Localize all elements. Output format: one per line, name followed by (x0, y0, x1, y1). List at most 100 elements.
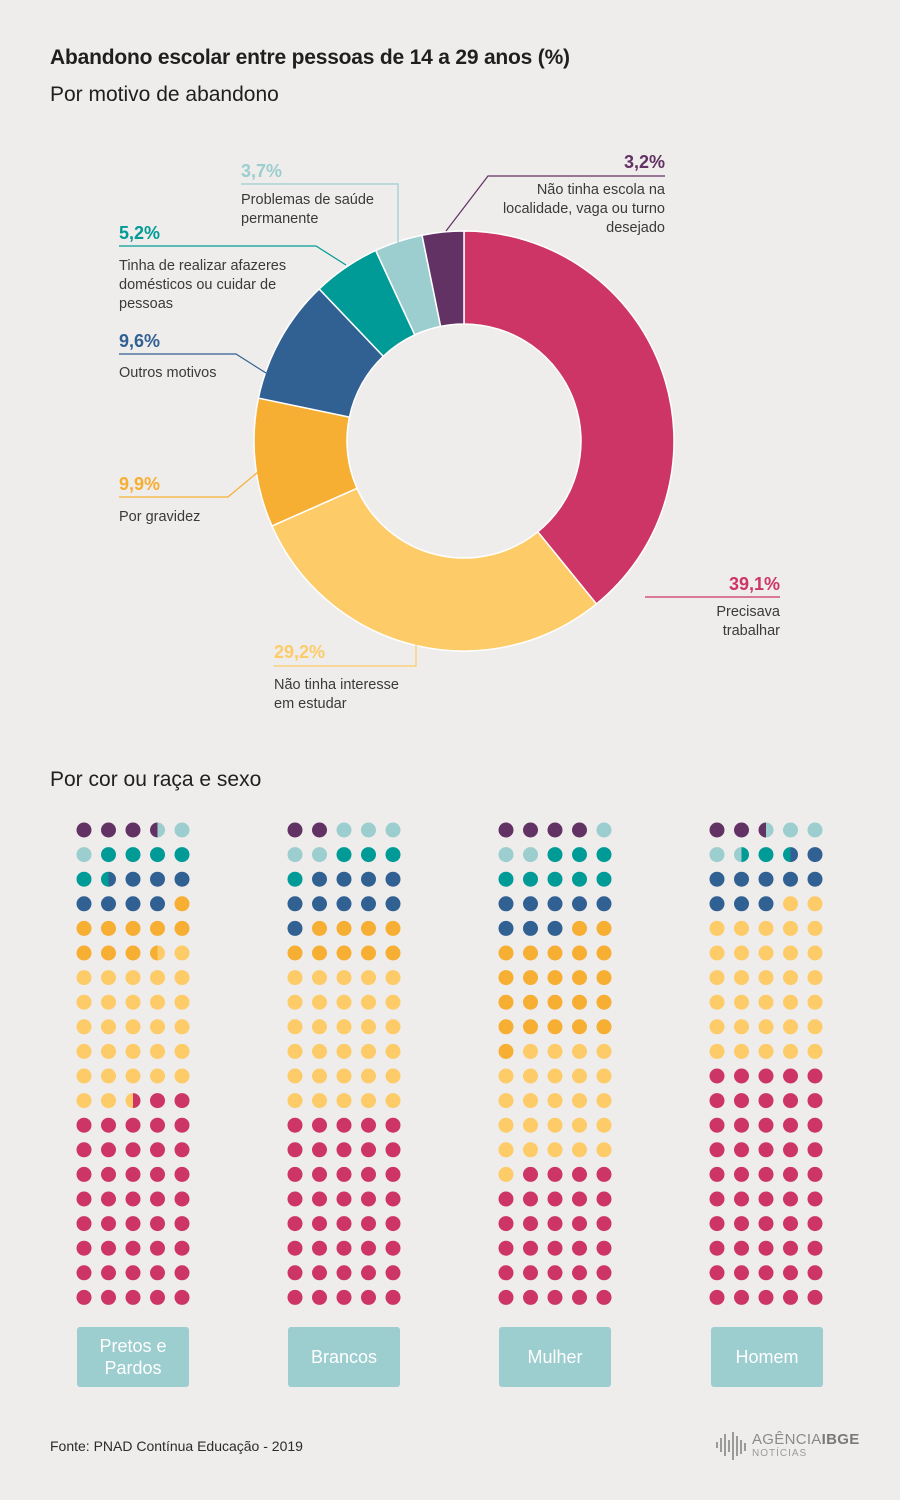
waffle-dot-saude (287, 847, 303, 863)
waffle-dot-interesse (758, 920, 774, 936)
waffle-dot-trabalhar (125, 1117, 141, 1133)
waffle-dot-saude (385, 822, 401, 838)
waffle-dot-outros (807, 871, 823, 887)
waffle-dot-outros (523, 920, 538, 936)
waffle-dot-interesse (174, 945, 190, 961)
waffle-dot-trabalhar (596, 1289, 612, 1305)
waffle-dot-interesse (734, 1019, 749, 1035)
waffle-dot-trabalhar (547, 1265, 563, 1281)
waffle-dot-interesse (287, 1068, 303, 1084)
waffle-dot-half-escola (150, 822, 158, 838)
logo-text-bottom: NOTÍCIAS (752, 1448, 808, 1459)
waffle-dot-trabalhar (174, 1216, 190, 1232)
waffle-dot-interesse (734, 945, 749, 961)
waffle-dot-saude (361, 822, 376, 838)
desc-label-escola: Não tinha escola na (537, 182, 666, 198)
waffle-dot-trabalhar (336, 1216, 352, 1232)
waffle-dot-outros (361, 871, 376, 887)
waffle-dot-trabalhar (758, 1093, 774, 1109)
waffle-dot-half-saude (734, 847, 742, 863)
waffle-dot-trabalhar (547, 1166, 563, 1182)
waffle-dot-interesse (709, 970, 725, 986)
waffle-dot-gravidez (498, 970, 514, 986)
waffle-dot-interesse (174, 970, 190, 986)
waffle-dot-interesse (287, 1093, 303, 1109)
waffle-dot-interesse (547, 1068, 563, 1084)
waffle-dot-gravidez (596, 1019, 612, 1035)
waffle-dot-trabalhar (734, 1142, 749, 1158)
waffle-dot-trabalhar (385, 1265, 401, 1281)
waffle-dot-interesse (76, 1093, 92, 1109)
desc-label-trabalhar: Precisava (716, 604, 781, 620)
waffle-dot-trabalhar (101, 1191, 116, 1207)
pct-label-trabalhar: 39,1% (729, 574, 780, 594)
waffle-dot-gravidez (385, 920, 401, 936)
waffle-dot-trabalhar (361, 1191, 376, 1207)
waffle-dot-afazeres (125, 847, 141, 863)
waffle-dot-trabalhar (807, 1166, 823, 1182)
waffle-dot-afazeres (547, 847, 563, 863)
waffle-dot-half-afazeres (741, 847, 749, 863)
waffle-dot-gravidez (523, 994, 538, 1010)
waffle-dot-interesse (101, 1019, 116, 1035)
waffle-dot-trabalhar (125, 1240, 141, 1256)
waffle-dot-gravidez (572, 994, 587, 1010)
waffle-dot-trabalhar (758, 1117, 774, 1133)
waffle-dot-gravidez (523, 970, 538, 986)
waffle-dot-outros (312, 896, 327, 912)
waffle-dot-interesse (758, 970, 774, 986)
desc-label-trabalhar: trabalhar (723, 623, 780, 639)
waffle-dot-interesse (312, 1019, 327, 1035)
waffle-dot-interesse (312, 1068, 327, 1084)
leader-line-saude (241, 183, 399, 243)
waffle-dot-escola (125, 822, 141, 838)
waffle-dot-half-saude (766, 822, 774, 838)
waffle-dot-trabalhar (572, 1191, 587, 1207)
waffle-dot-trabalhar (125, 1166, 141, 1182)
waffle-dot-outros (174, 871, 190, 887)
waffle-dot-interesse (101, 1068, 116, 1084)
waffle-dot-outros (547, 920, 563, 936)
waffle-dot-trabalhar (361, 1166, 376, 1182)
waffle-dot-trabalhar (498, 1289, 514, 1305)
waffle-dot-interesse (498, 1093, 514, 1109)
waffle-dot-trabalhar (385, 1191, 401, 1207)
waffle-dot-afazeres (547, 871, 563, 887)
waffle-dot-interesse (76, 994, 92, 1010)
waffle-dot-trabalhar (361, 1216, 376, 1232)
waffle-dot-outros (783, 871, 798, 887)
waffle-dot-trabalhar (596, 1191, 612, 1207)
waffle-dot-trabalhar (361, 1289, 376, 1305)
waffle-dot-trabalhar (547, 1289, 563, 1305)
waffle-dot-escola (709, 822, 725, 838)
waffle-dot-trabalhar (385, 1166, 401, 1182)
waffle-dot-interesse (709, 945, 725, 961)
ibge-logo-icon (716, 1432, 746, 1460)
waffle-dot-interesse (287, 994, 303, 1010)
waffle-dot-interesse (572, 1068, 587, 1084)
section-title-race-sex: Por cor ou raça e sexo (50, 768, 262, 791)
waffle-dot-afazeres (76, 871, 92, 887)
waffle-dot-trabalhar (361, 1117, 376, 1133)
waffle-dot-afazeres (287, 871, 303, 887)
waffle-dot-trabalhar (287, 1166, 303, 1182)
waffle-dot-interesse (547, 1142, 563, 1158)
waffle-dot-afazeres (596, 847, 612, 863)
waffle-dot-gravidez (312, 920, 327, 936)
waffle-dot-outros (101, 896, 116, 912)
waffle-dot-trabalhar (547, 1191, 563, 1207)
waffle-dot-afazeres (523, 871, 538, 887)
waffle-dot-interesse (125, 994, 141, 1010)
waffle-dot-trabalhar (758, 1068, 774, 1084)
waffle-dot-afazeres (596, 871, 612, 887)
waffle-dot-interesse (709, 1043, 725, 1059)
waffle-dot-trabalhar (547, 1240, 563, 1256)
waffle-dot-interesse (125, 1019, 141, 1035)
waffle-dot-outros (547, 896, 563, 912)
waffle-dot-trabalhar (709, 1216, 725, 1232)
waffle-dot-interesse (783, 920, 798, 936)
waffle-dot-saude (76, 847, 92, 863)
waffle-dot-trabalhar (150, 1117, 165, 1133)
waffle-dot-outros (150, 871, 165, 887)
waffle-dot-escola (76, 822, 92, 838)
